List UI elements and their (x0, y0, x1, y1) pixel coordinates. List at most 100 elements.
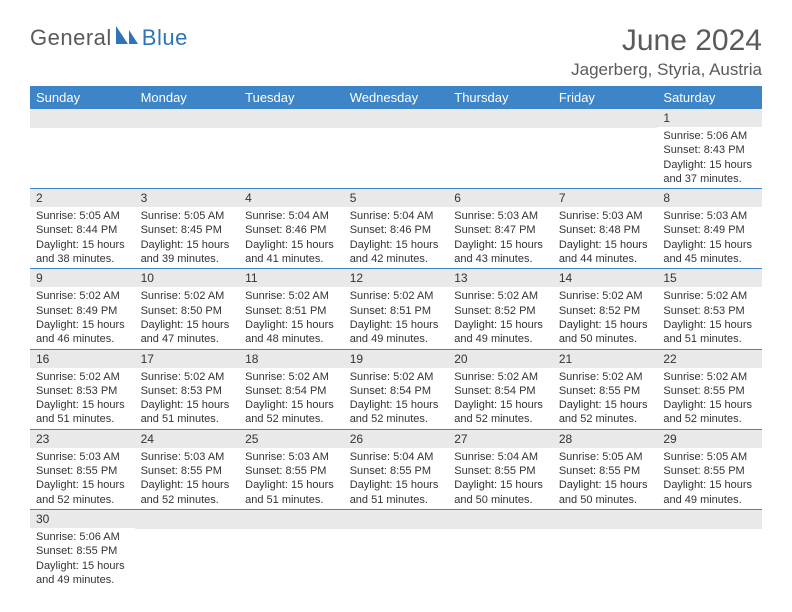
empty-day-header (30, 109, 135, 128)
day-number: 13 (448, 269, 553, 287)
day-line: Daylight: 15 hours (559, 478, 652, 492)
day-line: Sunrise: 5:02 AM (454, 289, 547, 303)
calendar-cell (344, 109, 449, 189)
calendar-cell: 14Sunrise: 5:02 AMSunset: 8:52 PMDayligh… (553, 269, 658, 349)
day-line: Sunset: 8:55 PM (663, 384, 756, 398)
day-content: Sunrise: 5:05 AMSunset: 8:44 PMDaylight:… (30, 207, 135, 268)
calendar-cell (448, 109, 553, 189)
day-line: Sunrise: 5:02 AM (141, 289, 234, 303)
calendar-cell: 29Sunrise: 5:05 AMSunset: 8:55 PMDayligh… (657, 429, 762, 509)
day-line: Sunrise: 5:03 AM (141, 450, 234, 464)
day-line: and 51 minutes. (245, 493, 338, 507)
weekday-header: Monday (135, 86, 240, 109)
day-content: Sunrise: 5:04 AMSunset: 8:46 PMDaylight:… (344, 207, 449, 268)
empty-day-header (553, 510, 658, 529)
calendar-cell: 3Sunrise: 5:05 AMSunset: 8:45 PMDaylight… (135, 189, 240, 269)
day-number: 30 (30, 510, 135, 528)
page-header: General Blue June 2024 Jagerberg, Styria… (30, 24, 762, 80)
day-content: Sunrise: 5:02 AMSunset: 8:54 PMDaylight:… (239, 368, 344, 429)
calendar-cell (448, 509, 553, 589)
day-content: Sunrise: 5:02 AMSunset: 8:55 PMDaylight:… (553, 368, 658, 429)
weekday-header: Friday (553, 86, 658, 109)
day-line: Sunset: 8:49 PM (663, 223, 756, 237)
day-line: and 49 minutes. (350, 332, 443, 346)
day-content: Sunrise: 5:02 AMSunset: 8:49 PMDaylight:… (30, 287, 135, 348)
day-line: Sunrise: 5:05 AM (663, 450, 756, 464)
calendar-cell: 12Sunrise: 5:02 AMSunset: 8:51 PMDayligh… (344, 269, 449, 349)
day-line: Daylight: 15 hours (141, 318, 234, 332)
day-line: Daylight: 15 hours (454, 398, 547, 412)
day-line: Sunset: 8:43 PM (663, 143, 756, 157)
empty-day-header (344, 109, 449, 128)
day-line: Sunrise: 5:02 AM (663, 289, 756, 303)
month-title: June 2024 (571, 24, 762, 58)
day-number: 8 (657, 189, 762, 207)
day-content: Sunrise: 5:04 AMSunset: 8:46 PMDaylight:… (239, 207, 344, 268)
calendar-cell: 5Sunrise: 5:04 AMSunset: 8:46 PMDaylight… (344, 189, 449, 269)
day-line: Sunset: 8:45 PM (141, 223, 234, 237)
calendar-cell: 22Sunrise: 5:02 AMSunset: 8:55 PMDayligh… (657, 349, 762, 429)
day-line: Daylight: 15 hours (245, 478, 338, 492)
day-line: and 52 minutes. (663, 412, 756, 426)
day-line: Sunrise: 5:02 AM (36, 370, 129, 384)
day-line: Daylight: 15 hours (350, 398, 443, 412)
day-content: Sunrise: 5:02 AMSunset: 8:52 PMDaylight:… (553, 287, 658, 348)
day-number: 20 (448, 350, 553, 368)
day-line: Sunset: 8:55 PM (141, 464, 234, 478)
calendar-row: 23Sunrise: 5:03 AMSunset: 8:55 PMDayligh… (30, 429, 762, 509)
day-number: 12 (344, 269, 449, 287)
calendar-cell: 26Sunrise: 5:04 AMSunset: 8:55 PMDayligh… (344, 429, 449, 509)
day-line: Sunrise: 5:03 AM (663, 209, 756, 223)
day-line: Sunset: 8:55 PM (559, 464, 652, 478)
calendar-cell (553, 109, 658, 189)
day-number: 14 (553, 269, 658, 287)
title-block: June 2024 Jagerberg, Styria, Austria (571, 24, 762, 80)
day-line: and 52 minutes. (350, 412, 443, 426)
day-line: Sunrise: 5:02 AM (36, 289, 129, 303)
calendar-cell: 8 Sunrise: 5:03 AMSunset: 8:49 PMDaylight… (657, 189, 762, 269)
calendar-cell: 9Sunrise: 5:02 AMSunset: 8:49 PMDaylight… (30, 269, 135, 349)
day-line: Sunset: 8:44 PM (36, 223, 129, 237)
day-line: Daylight: 15 hours (663, 478, 756, 492)
calendar-row: 9Sunrise: 5:02 AMSunset: 8:49 PMDaylight… (30, 269, 762, 349)
empty-day-header (135, 109, 240, 128)
day-line: Daylight: 15 hours (663, 238, 756, 252)
calendar-cell (553, 509, 658, 589)
day-number: 29 (657, 430, 762, 448)
day-line: Sunset: 8:55 PM (245, 464, 338, 478)
day-line: and 52 minutes. (36, 493, 129, 507)
calendar-row: 1Sunrise: 5:06 AMSunset: 8:43 PMDaylight… (30, 109, 762, 189)
calendar-cell: 15Sunrise: 5:02 AMSunset: 8:53 PMDayligh… (657, 269, 762, 349)
calendar-cell: 27Sunrise: 5:04 AMSunset: 8:55 PMDayligh… (448, 429, 553, 509)
day-line: Daylight: 15 hours (663, 158, 756, 172)
day-content: Sunrise: 5:03 AMSunset: 8:55 PMDaylight:… (239, 448, 344, 509)
day-content: Sunrise: 5:03 AMSunset: 8:48 PMDaylight:… (553, 207, 658, 268)
day-line: and 37 minutes. (663, 172, 756, 186)
calendar-cell: 30Sunrise: 5:06 AMSunset: 8:55 PMDayligh… (30, 509, 135, 589)
day-line: Daylight: 15 hours (36, 398, 129, 412)
day-line: Sunset: 8:52 PM (559, 304, 652, 318)
day-content: Sunrise: 5:04 AMSunset: 8:55 PMDaylight:… (448, 448, 553, 509)
calendar-cell: 10Sunrise: 5:02 AMSunset: 8:50 PMDayligh… (135, 269, 240, 349)
day-content: Sunrise: 5:02 AMSunset: 8:53 PMDaylight:… (30, 368, 135, 429)
day-line: and 51 minutes. (36, 412, 129, 426)
location-subtitle: Jagerberg, Styria, Austria (571, 60, 762, 80)
calendar-cell: 19Sunrise: 5:02 AMSunset: 8:54 PMDayligh… (344, 349, 449, 429)
day-line: Daylight: 15 hours (36, 318, 129, 332)
day-line: Sunset: 8:55 PM (36, 464, 129, 478)
calendar-cell (30, 109, 135, 189)
day-line: Daylight: 15 hours (350, 318, 443, 332)
day-content: Sunrise: 5:03 AMSunset: 8:55 PMDaylight:… (30, 448, 135, 509)
empty-day-header (239, 109, 344, 128)
day-line: Daylight: 15 hours (141, 398, 234, 412)
day-line: Sunset: 8:51 PM (350, 304, 443, 318)
empty-day-header (657, 510, 762, 529)
day-content: Sunrise: 5:02 AMSunset: 8:53 PMDaylight:… (657, 287, 762, 348)
calendar-table: Sunday Monday Tuesday Wednesday Thursday… (30, 86, 762, 589)
logo-sail-icon (114, 24, 140, 51)
day-line: Sunrise: 5:02 AM (454, 370, 547, 384)
day-line: Sunset: 8:53 PM (663, 304, 756, 318)
day-line: Sunset: 8:55 PM (350, 464, 443, 478)
calendar-cell (135, 509, 240, 589)
day-number: 5 (344, 189, 449, 207)
